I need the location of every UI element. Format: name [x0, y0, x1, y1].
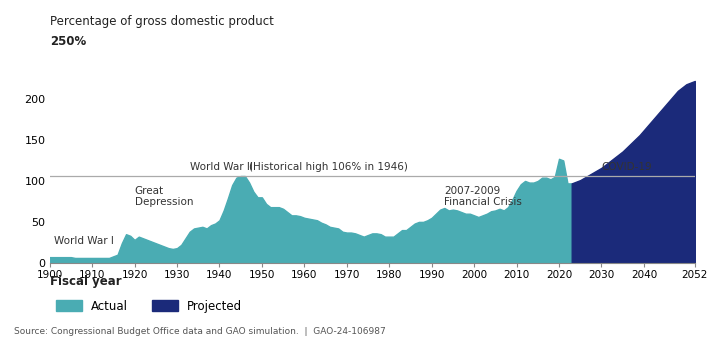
- Legend: Actual, Projected: Actual, Projected: [55, 300, 242, 312]
- Text: Percentage of gross domestic product: Percentage of gross domestic product: [50, 15, 274, 28]
- Text: 250%: 250%: [50, 35, 86, 49]
- Text: COVID-19: COVID-19: [601, 162, 652, 172]
- Text: World War II: World War II: [190, 162, 252, 172]
- Text: Great
Depression: Great Depression: [135, 186, 193, 207]
- Text: Source: Congressional Budget Office data and GAO simulation.  |  GAO-24-106987: Source: Congressional Budget Office data…: [14, 327, 386, 336]
- Text: Fiscal year: Fiscal year: [50, 275, 121, 288]
- Text: World War I: World War I: [54, 237, 113, 246]
- Text: (Historical high 106% in 1946): (Historical high 106% in 1946): [249, 162, 408, 172]
- Text: 2007-2009
Financial Crisis: 2007-2009 Financial Crisis: [445, 186, 523, 207]
